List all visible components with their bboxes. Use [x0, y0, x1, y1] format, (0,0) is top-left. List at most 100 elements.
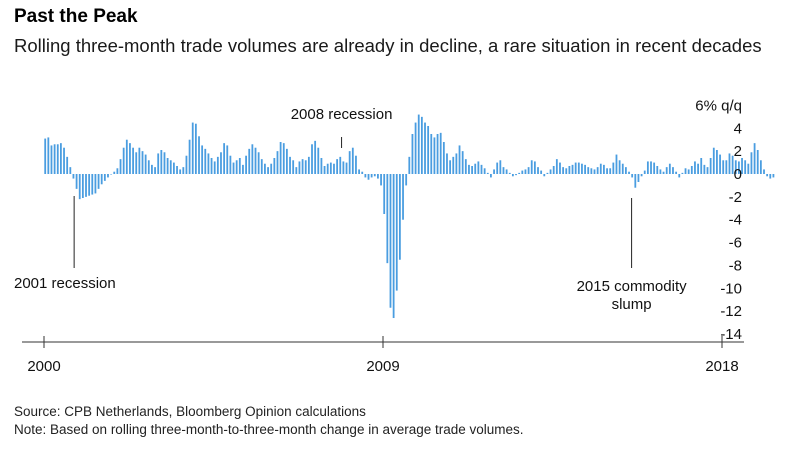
bar — [750, 152, 753, 174]
bar — [703, 164, 706, 174]
bar — [329, 162, 332, 174]
bar — [179, 169, 182, 174]
bar — [254, 147, 257, 174]
bar — [355, 155, 357, 174]
bar — [235, 160, 238, 174]
bar — [665, 167, 668, 174]
bar — [289, 156, 291, 174]
bar — [373, 174, 376, 177]
y-tick-label: 2 — [734, 143, 742, 160]
bar — [323, 166, 326, 174]
bar — [587, 167, 590, 174]
x-tick-label: 2009 — [366, 358, 399, 375]
bar — [681, 172, 684, 174]
bar — [213, 161, 216, 174]
bar — [85, 174, 87, 197]
bar — [333, 163, 335, 174]
bar — [584, 164, 586, 174]
bar — [257, 152, 260, 174]
bar — [47, 137, 50, 174]
y-tick-label: -12 — [720, 303, 742, 320]
bar — [342, 161, 345, 174]
bar — [141, 151, 144, 174]
annotation-2001-recession: 2001 recession — [14, 275, 116, 292]
bar — [75, 174, 78, 189]
bar — [194, 123, 197, 174]
bar — [549, 169, 552, 174]
bar — [361, 171, 364, 174]
bar — [198, 136, 200, 174]
bar — [621, 163, 624, 174]
bar — [427, 125, 430, 174]
bar — [442, 142, 445, 174]
bar — [191, 122, 194, 174]
bar — [709, 158, 712, 174]
bar — [172, 162, 175, 174]
bar — [662, 171, 665, 174]
bar — [464, 159, 467, 174]
bar — [292, 160, 295, 174]
bar — [72, 174, 75, 179]
bar — [483, 168, 486, 174]
bar — [424, 122, 426, 174]
bar — [377, 174, 379, 179]
source-note: Source: CPB Netherlands, Bloomberg Opini… — [14, 404, 366, 419]
bar — [207, 153, 210, 174]
bar — [298, 161, 301, 174]
bar — [643, 170, 646, 174]
bar — [474, 163, 477, 174]
bar — [411, 134, 414, 174]
bar — [122, 147, 125, 174]
bar — [694, 161, 696, 174]
bar — [590, 168, 593, 174]
bar — [392, 174, 395, 319]
bar — [725, 160, 728, 174]
bar — [690, 166, 693, 174]
bar — [176, 166, 178, 174]
bar — [731, 155, 734, 174]
bar — [264, 163, 266, 174]
bar — [631, 174, 634, 178]
bar — [226, 145, 229, 174]
bar — [719, 154, 721, 174]
bar — [78, 174, 81, 200]
bar — [502, 167, 505, 174]
bar — [763, 169, 765, 174]
bar — [398, 174, 401, 260]
bar — [345, 162, 348, 174]
bar — [91, 174, 94, 195]
bar — [69, 167, 72, 174]
bar — [100, 174, 103, 185]
bar — [339, 156, 342, 174]
bar — [753, 143, 756, 174]
bar — [565, 168, 568, 174]
bar — [577, 162, 580, 174]
bar — [697, 163, 699, 174]
bar — [364, 174, 367, 178]
bar — [766, 174, 769, 177]
bar — [182, 167, 185, 174]
bar — [678, 174, 681, 178]
bar — [562, 167, 565, 174]
bar — [59, 143, 62, 174]
bar — [700, 158, 703, 174]
bar — [640, 174, 643, 177]
bar — [496, 162, 499, 174]
chart-title: Past the Peak — [14, 6, 138, 27]
bar — [603, 164, 605, 174]
bar — [439, 132, 442, 174]
bar — [543, 174, 546, 177]
bar — [270, 163, 273, 174]
y-tick-label: 0 — [734, 166, 742, 183]
bar — [656, 166, 659, 174]
bar — [430, 134, 433, 174]
bar — [166, 158, 169, 174]
bar — [154, 167, 156, 174]
bar — [110, 174, 113, 175]
y-tick-label: -2 — [729, 189, 742, 206]
bar — [260, 159, 263, 174]
bar — [129, 143, 131, 174]
bar — [612, 162, 615, 174]
bar — [279, 142, 282, 174]
bar — [201, 145, 204, 174]
